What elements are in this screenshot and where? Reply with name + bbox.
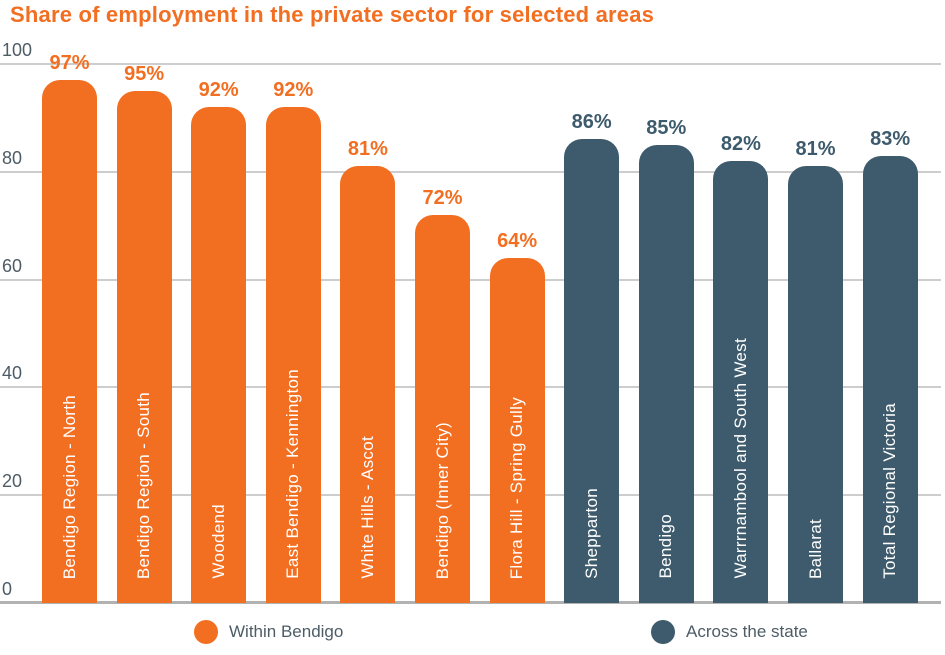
bar: Ballarat <box>788 166 843 603</box>
legend-item: Within Bendigo <box>194 616 343 648</box>
bar-category-label: Shepparton <box>581 488 601 579</box>
bar-value-label: 92% <box>273 79 314 102</box>
gridline <box>0 278 941 281</box>
bar: Bendigo Region - South <box>116 90 172 603</box>
gridline <box>0 63 941 65</box>
bar-category-label: Woodend <box>208 504 228 579</box>
bar-value-label: 85% <box>646 116 687 139</box>
bar-category-label: Ballarat <box>805 518 825 579</box>
bar-category-label: East Bendigo - Kennington <box>283 369 303 579</box>
y-axis-tick-label: 0 <box>2 579 13 599</box>
bar-category-label: Flora Hill - Spring Gully <box>507 396 527 579</box>
bar-value-label: 86% <box>571 111 612 134</box>
bar: Warrrnambool and South West <box>713 161 769 603</box>
bar-category-label: Bendigo Region - South <box>134 391 154 579</box>
bar: Shepparton <box>564 139 620 603</box>
legend-item: Across the state <box>651 616 808 648</box>
y-axis-tick-label: 60 <box>2 255 23 276</box>
bar-value-label: 95% <box>124 62 165 85</box>
bar-value-label: 64% <box>497 230 538 253</box>
bar-category-label: Bendigo Region - North <box>59 394 79 579</box>
chart-title: Share of employment in the private secto… <box>10 2 655 27</box>
bar: Total Regional Victoria <box>862 155 918 603</box>
y-axis-tick-label: 80 <box>2 147 23 168</box>
gridline <box>0 386 941 389</box>
y-axis-tick-label: 100 <box>2 40 33 60</box>
legend-item-label: Across the state <box>686 622 808 641</box>
bar-category-label: Bendigo <box>656 514 676 579</box>
bar-value-label: 81% <box>347 138 388 161</box>
gridline <box>0 494 941 497</box>
bar-value-label: 81% <box>795 138 836 161</box>
bar-category-label: White Hills - Ascot <box>357 436 377 579</box>
bar: White Hills - Ascot <box>340 166 396 603</box>
bar-value-label: 97% <box>49 52 90 75</box>
y-axis-tick-label: 20 <box>2 471 23 492</box>
bar-value-label: 92% <box>198 79 239 102</box>
bar-category-label: Total Regional Victoria <box>880 403 900 579</box>
bar: Bendigo (Inner City) <box>415 214 470 603</box>
x-axis-line <box>0 601 941 604</box>
bar: Bendigo Region - North <box>42 80 97 603</box>
y-axis-tick-label: 40 <box>2 363 23 384</box>
bar: Woodend <box>191 107 247 603</box>
legend-dot-icon <box>194 620 218 644</box>
bar: Flora Hill - Spring Gully <box>489 258 545 603</box>
bar-value-label: 83% <box>870 127 911 150</box>
bar-value-label: 82% <box>720 133 761 156</box>
bar: Bendigo <box>638 144 694 603</box>
bar-value-label: 72% <box>422 186 463 209</box>
gridline <box>0 170 941 173</box>
legend-item-label: Within Bendigo <box>229 622 344 641</box>
bar: East Bendigo - Kennington <box>265 107 321 603</box>
legend-dot-icon <box>651 620 675 644</box>
bar-category-label: Bendigo (Inner City) <box>432 421 452 579</box>
bar-category-label: Warrrnambool and South West <box>730 338 750 579</box>
